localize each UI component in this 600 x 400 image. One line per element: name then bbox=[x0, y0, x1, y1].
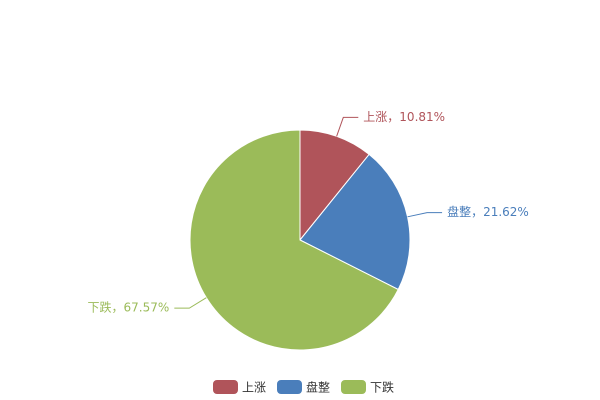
data-label: 下跌，67.57% bbox=[88, 300, 170, 315]
pie-slice bbox=[299, 129, 370, 242]
legend-swatch[interactable] bbox=[341, 380, 366, 394]
legend-swatch[interactable] bbox=[213, 380, 238, 394]
label-line bbox=[336, 116, 359, 137]
pie-slice bbox=[299, 153, 411, 291]
legend-swatch[interactable] bbox=[277, 380, 302, 394]
legend-label[interactable]: 上涨 bbox=[242, 380, 266, 395]
label-line bbox=[407, 212, 443, 218]
data-label: 上涨，10.81% bbox=[363, 109, 445, 124]
legend-label[interactable]: 盘整 bbox=[306, 380, 330, 395]
label-line bbox=[174, 297, 207, 309]
legend-label[interactable]: 下跌 bbox=[370, 380, 394, 395]
data-label: 盘整，21.62% bbox=[447, 204, 529, 219]
